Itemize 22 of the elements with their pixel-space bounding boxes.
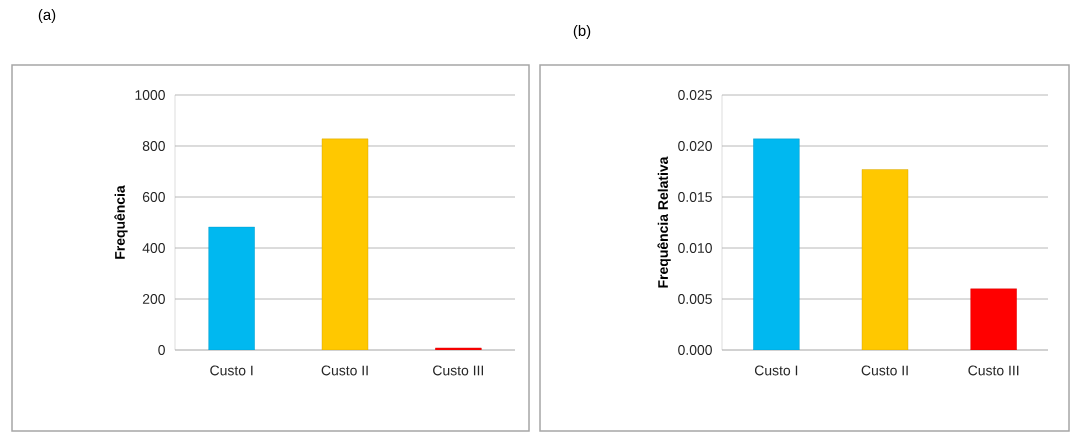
y-tick-label: 0.025 xyxy=(678,90,712,100)
x-tick-label: Custo III xyxy=(968,365,1019,376)
y-tick-label: 0.005 xyxy=(678,294,712,304)
x-tick-label: Custo III xyxy=(433,365,484,376)
y-tick-label: 0.000 xyxy=(678,345,712,355)
x-tick-label: Custo II xyxy=(861,365,908,376)
y-tick-label: 0.015 xyxy=(678,192,712,202)
x-tick-label: Custo II xyxy=(321,365,368,376)
text: (b) xyxy=(573,25,591,39)
y-tick-label: 600 xyxy=(142,192,165,202)
y-tick-label: 0.020 xyxy=(678,141,712,151)
y-tick-label: 200 xyxy=(142,294,165,304)
y-tick-label: 0.010 xyxy=(678,243,712,253)
y-tick-label: 400 xyxy=(142,243,165,253)
y-axis-title: Frequência xyxy=(114,185,128,259)
text: (a) xyxy=(38,9,56,23)
y-tick-label: 0 xyxy=(158,345,165,355)
y-tick-label: 800 xyxy=(142,141,165,151)
x-tick-label: Custo I xyxy=(210,365,253,376)
x-tick-label: Custo I xyxy=(754,365,798,376)
y-tick-label: 1000 xyxy=(135,90,165,100)
y-axis-title: Frequência Relativa xyxy=(657,156,671,288)
